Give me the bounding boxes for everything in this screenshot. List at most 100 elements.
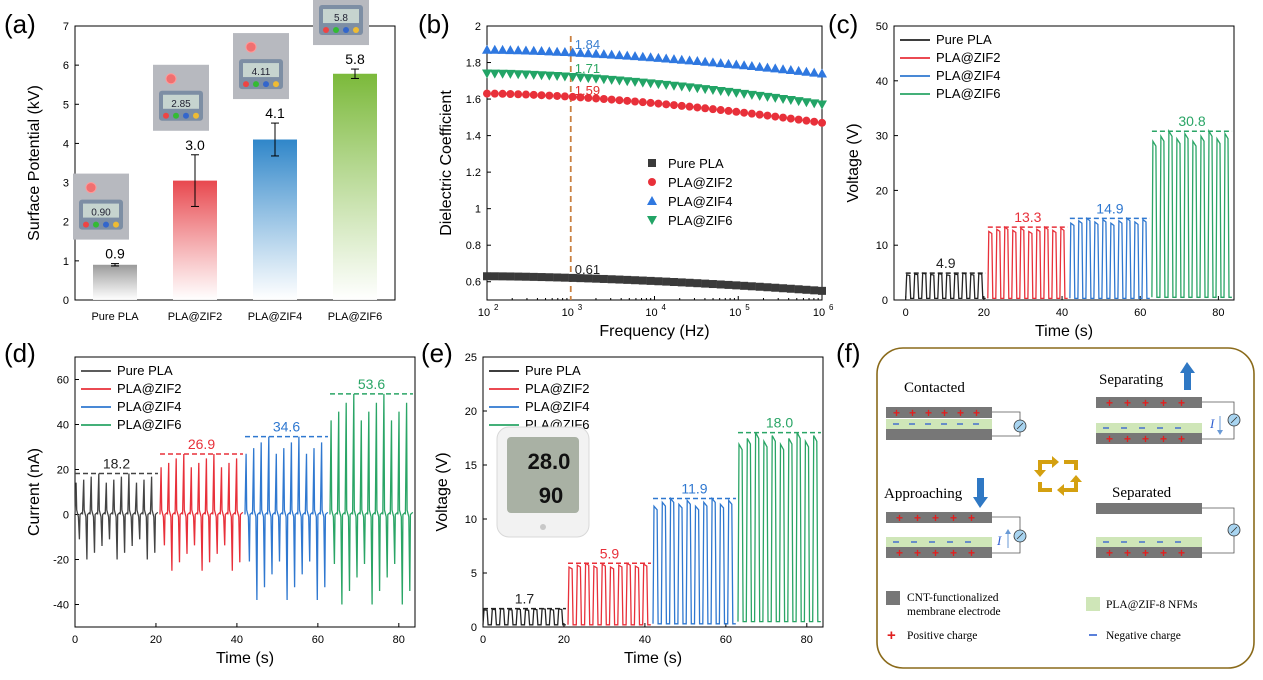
- chart-b-point: [498, 89, 507, 98]
- chart-d-y-tick-label: -40: [53, 600, 69, 612]
- category-label: PLA@ZIF2: [168, 311, 223, 323]
- chart-e-y-axis-label: Voltage (V): [434, 452, 451, 531]
- chart-b-point: [638, 98, 647, 107]
- chart-e-voltage: 0 5 10 15 20 25 0 20 40 60 80 Time (s) Voltage (V) 1.…: [434, 352, 824, 667]
- chart-c-x-tick-label: 20: [978, 307, 990, 319]
- chart-d-current: -40 -20 0 20 40 60 0 20 40 60 80 Time (s) Current (n…: [26, 356, 416, 667]
- chart-a-plot-frame: [74, 25, 396, 301]
- chart-d-peak-label: 53.6: [358, 376, 385, 392]
- svg-text:+: +: [1142, 432, 1149, 446]
- svg-text:+: +: [1160, 396, 1167, 410]
- chart-b-point: [544, 71, 555, 81]
- chart-b-point: [785, 96, 796, 106]
- chart-b-point: [747, 282, 756, 291]
- chart-b-point: [521, 90, 530, 99]
- chart-b-y-tick-label: 1.8: [466, 58, 481, 70]
- chart-e-plot-frame: [482, 356, 824, 628]
- chart-e-x-tick-label: 60: [720, 634, 732, 646]
- chart-b-legend-label: PLA@ZIF2: [668, 175, 733, 190]
- bar-pure-pla: [93, 264, 137, 300]
- chart-b-point: [692, 84, 703, 94]
- chart-b-point: [676, 82, 687, 92]
- chart-b-point: [506, 89, 515, 98]
- chart-b-point: [700, 85, 711, 95]
- chart-b-point: [731, 88, 742, 98]
- bar-value-label: 5.8: [345, 51, 365, 67]
- chart-e-peak-label: 18.0: [766, 415, 793, 431]
- svg-text:+: +: [968, 511, 975, 525]
- legend-electrode-swatch: [886, 591, 900, 605]
- panel-label-f: (f): [836, 338, 861, 368]
- chart-b-point: [631, 97, 640, 106]
- chart-e-x-tick-label: 80: [801, 634, 813, 646]
- chart-b-point: [615, 96, 624, 105]
- chart-b-point: [661, 80, 672, 90]
- chart-b-point: [779, 113, 788, 122]
- chart-e-peak-label: 5.9: [600, 545, 620, 561]
- meter-button: [343, 27, 349, 34]
- chart-b-point: [723, 87, 734, 97]
- chart-b-dielectric: 0.6 0.8 1 1.2 1.4 1.6 1.8 2 10 2 10 3 10 4 10 5 10 6 Frequ…: [438, 21, 834, 340]
- chart-e-series-pla-zif6: [737, 432, 821, 623]
- chart-b-point: [801, 66, 812, 76]
- meter-screen: [83, 203, 119, 218]
- chart-b-point: [662, 100, 671, 109]
- chart-c-y-tick-label: 40: [876, 76, 888, 88]
- chart-b-point: [645, 79, 656, 89]
- cycle-icon: [1034, 456, 1082, 496]
- chart-b-point: [770, 63, 781, 73]
- chart-b-point: [684, 83, 695, 93]
- chart-b-point: [560, 92, 569, 101]
- chart-c-peak-label: 13.3: [1014, 209, 1041, 225]
- meter-screen: [243, 63, 279, 78]
- svg-text:+: +: [1178, 546, 1185, 560]
- panel-label-e: (e): [421, 338, 453, 368]
- meter-button: [173, 112, 179, 119]
- chart-e-y-tick-label: 20: [465, 406, 477, 418]
- meter-button: [103, 221, 109, 228]
- chart-b-x-tick-label: 10: [478, 307, 490, 319]
- meter-readout: 5.8: [334, 13, 348, 24]
- state-approaching: + + + + + + + + + + I: [886, 511, 1027, 560]
- nfm-layer: [886, 419, 992, 429]
- electrode-top: [886, 407, 992, 418]
- chart-b-point: [559, 72, 570, 82]
- svg-text:I: I: [1209, 416, 1215, 431]
- chart-b-point: [630, 51, 641, 61]
- chart-b-point: [746, 90, 757, 100]
- meter-button: [243, 81, 249, 88]
- panel-label-a: (a): [4, 9, 36, 39]
- chart-b-point: [677, 278, 686, 287]
- chart-c-peak-label: 14.9: [1096, 200, 1123, 216]
- chart-b-point: [483, 272, 491, 281]
- svg-text:+: +: [1160, 546, 1167, 560]
- temperature-readout: 28.0: [528, 449, 571, 474]
- chart-b-point: [732, 107, 741, 116]
- chart-b-point: [692, 56, 703, 66]
- chart-b-point: [716, 280, 725, 289]
- chart-b-point: [622, 77, 633, 87]
- chart-b-point: [810, 286, 819, 295]
- chart-b-point: [669, 278, 678, 287]
- chart-b-point: [740, 108, 749, 117]
- chart-c-voltage: 0 10 20 30 40 50 0 20 40 60 80 Time (s) Voltage (V) 4…: [845, 21, 1235, 340]
- chart-b-point: [529, 90, 538, 99]
- svg-text:+: +: [932, 546, 939, 560]
- chart-b-y-tick-label: 1: [475, 204, 481, 216]
- chart-c-x-tick-label: 40: [1056, 307, 1068, 319]
- chart-b-point: [715, 86, 726, 96]
- chart-b-point: [568, 273, 577, 282]
- chart-b-y-tick-label: 2: [475, 21, 481, 33]
- chart-c-legend-label: Pure PLA: [936, 32, 992, 47]
- laser-dot-icon: [165, 73, 177, 85]
- chart-b-x-tick-exponent: 4: [662, 303, 667, 312]
- chart-c-x-tick-label: 0: [903, 307, 909, 319]
- svg-text:+: +: [932, 511, 939, 525]
- chart-b-point: [513, 70, 524, 80]
- meter-button: [353, 27, 359, 34]
- chart-b-point: [684, 55, 695, 65]
- positive-charge-symbol: +: [887, 627, 896, 644]
- chart-b-point: [591, 48, 602, 58]
- chart-d-y-tick-label: 0: [63, 510, 69, 522]
- chart-b-point: [739, 89, 750, 99]
